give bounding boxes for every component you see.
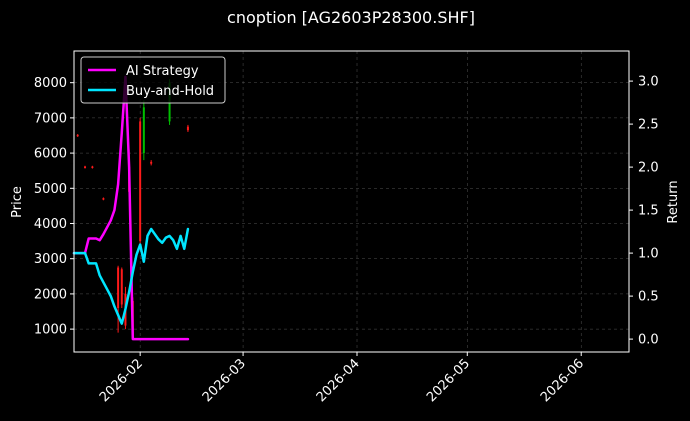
y-axis-left-label: Price bbox=[10, 186, 25, 218]
candle-body bbox=[142, 107, 145, 154]
candle-body bbox=[102, 198, 105, 200]
candle-body bbox=[91, 166, 94, 168]
y-left-tick-label: 6000 bbox=[34, 147, 67, 162]
chart-title: cnoption [AG2603P28300.SHF] bbox=[227, 8, 475, 27]
candle-body bbox=[139, 121, 142, 242]
candle-body bbox=[150, 161, 153, 164]
y-left-tick-label: 7000 bbox=[34, 111, 67, 126]
plot-frame bbox=[73, 50, 630, 353]
legend-label-ai-strategy: AI Strategy bbox=[126, 64, 199, 79]
y-right-tick-label: 1.5 bbox=[638, 204, 659, 219]
y-right-tick-label: 1.0 bbox=[638, 247, 659, 262]
series-layer bbox=[72, 75, 190, 341]
legend-box bbox=[80, 56, 226, 104]
y-right-tick-label: 0.5 bbox=[638, 290, 659, 305]
y-left-tick-label: 4000 bbox=[34, 217, 67, 232]
candle-body bbox=[186, 126, 189, 131]
candle-body bbox=[84, 166, 87, 168]
legend-label-buy-and-hold: Buy-and-Hold bbox=[126, 84, 214, 99]
y-right-tick-label: 0.0 bbox=[638, 333, 659, 348]
series-line-buy-and-hold bbox=[72, 227, 190, 325]
y-right-tick-label: 2.5 bbox=[638, 118, 659, 133]
y-left-tick-label: 8000 bbox=[34, 76, 67, 91]
y-right-tick-label: 2.0 bbox=[638, 161, 659, 176]
y-left-tick-label: 2000 bbox=[34, 287, 67, 302]
y-left-tick-label: 3000 bbox=[34, 252, 67, 267]
series-line-ai-strategy bbox=[72, 75, 190, 341]
y-axis-right-label: Return bbox=[666, 180, 681, 223]
y-left-tick-label: 5000 bbox=[34, 182, 67, 197]
candle-body bbox=[76, 134, 79, 137]
y-left-tick-label: 1000 bbox=[34, 323, 67, 338]
y-right-tick-label: 3.0 bbox=[638, 75, 659, 90]
legend: AI Strategy Buy-and-Hold bbox=[80, 56, 226, 104]
candle-body bbox=[120, 269, 123, 305]
candle-body bbox=[117, 267, 120, 308]
